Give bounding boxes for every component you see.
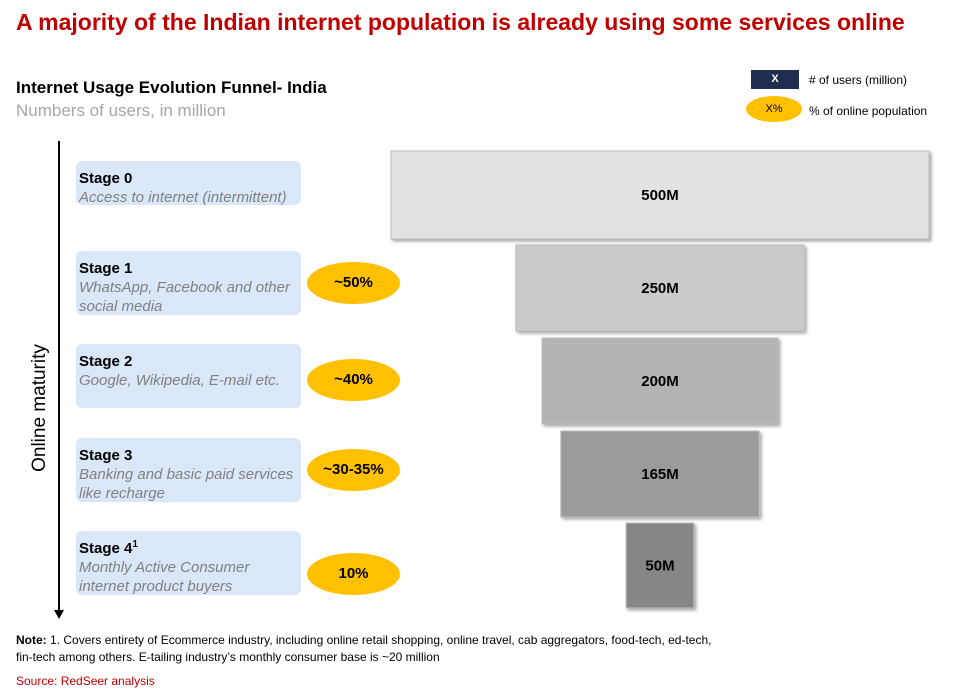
funnel-bar-label-3: 165M bbox=[641, 466, 679, 483]
funnel-bar-3 bbox=[560, 430, 760, 518]
funnel-bar-label-1: 250M bbox=[641, 280, 679, 297]
funnel-bar-label-4: 50M bbox=[645, 558, 674, 575]
legend-pct-label: % of online population bbox=[809, 104, 928, 118]
chart-title: Internet Usage Evolution Funnel- India bbox=[16, 78, 327, 97]
headline: A majority of the Indian internet popula… bbox=[16, 9, 905, 35]
axis-arrow-icon bbox=[54, 610, 64, 619]
stage-desc: Google, Wikipedia, E-mail etc. bbox=[79, 372, 280, 389]
axis-line bbox=[58, 141, 60, 611]
legend-users-label: # of users (million) bbox=[809, 73, 908, 87]
stage-name: Stage 2 bbox=[79, 353, 133, 370]
footnote: Note: 1. Covers entirety of Ecommerce in… bbox=[16, 633, 712, 664]
stage-desc: Monthly Active Consumer internet product… bbox=[79, 559, 250, 595]
source: Source: RedSeer analysis bbox=[16, 674, 155, 688]
stage-box-1: Stage 1 WhatsApp, Facebook and other soc… bbox=[76, 251, 301, 315]
stage-desc: Banking and basic paid services like rec… bbox=[79, 466, 294, 502]
stage-box-2: Stage 2 Google, Wikipedia, E-mail etc. bbox=[76, 344, 301, 408]
stage-name: Stage 3 bbox=[79, 447, 133, 464]
stage-box-4: Stage 41 Monthly Active Consumer interne… bbox=[76, 531, 301, 595]
legend-pct-marker: X% bbox=[746, 96, 802, 122]
pct-oval-4: 10% bbox=[307, 553, 400, 595]
stage-box-0: Stage 0 Access to internet (intermittent… bbox=[76, 161, 301, 206]
funnel-bar-2 bbox=[541, 337, 779, 425]
stage-box-3: Stage 3 Banking and basic paid services … bbox=[76, 438, 301, 502]
funnel-bar-label-2: 200M bbox=[641, 373, 679, 390]
stage-name: Stage 1 bbox=[79, 260, 133, 277]
stage-desc: Access to internet (intermittent) bbox=[79, 189, 287, 206]
funnel-bar-4 bbox=[625, 522, 695, 609]
stage-name: Stage 41 bbox=[79, 539, 138, 557]
pct-oval-3: ~30-35% bbox=[307, 449, 400, 491]
chart-subtitle: Numbers of users, in million bbox=[16, 101, 226, 120]
funnel-bar-0 bbox=[390, 150, 930, 240]
legend-users-marker: X bbox=[751, 70, 799, 89]
stage-name: Stage 0 bbox=[79, 170, 133, 187]
pct-oval-1: ~50% bbox=[307, 262, 400, 304]
pct-oval-2: ~40% bbox=[307, 359, 400, 401]
stage-desc: WhatsApp, Facebook and other social medi… bbox=[79, 279, 290, 315]
funnel-bar-1 bbox=[515, 244, 805, 332]
funnel-bar-label-0: 500M bbox=[641, 187, 679, 204]
